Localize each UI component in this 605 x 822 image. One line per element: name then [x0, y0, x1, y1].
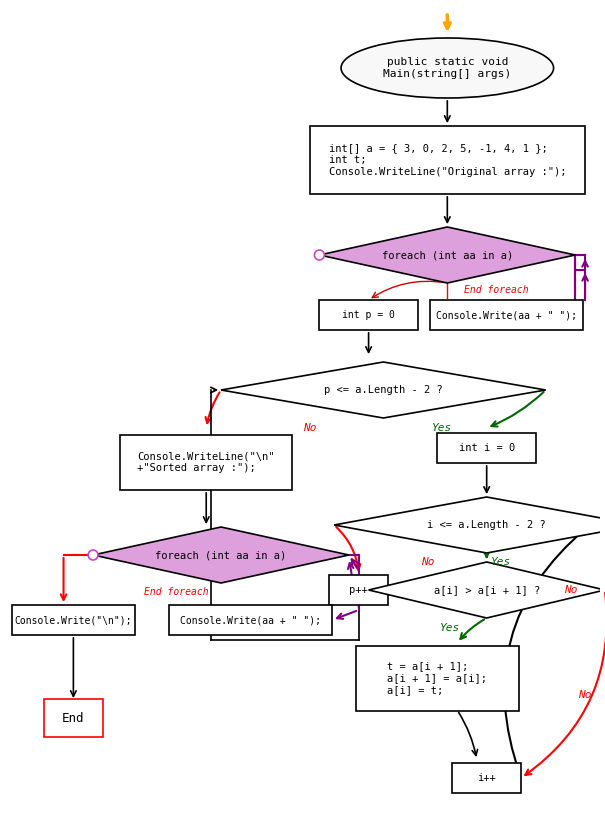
Text: No: No — [421, 557, 434, 567]
FancyBboxPatch shape — [310, 126, 585, 194]
Text: Yes: Yes — [491, 557, 512, 567]
FancyBboxPatch shape — [319, 300, 418, 330]
Text: Console.Write("\n");: Console.Write("\n"); — [15, 615, 132, 625]
FancyBboxPatch shape — [12, 605, 135, 635]
Polygon shape — [368, 562, 605, 618]
Text: p <= a.Length - 2 ?: p <= a.Length - 2 ? — [324, 385, 443, 395]
FancyBboxPatch shape — [44, 699, 103, 737]
FancyBboxPatch shape — [169, 605, 332, 635]
Text: p++: p++ — [349, 585, 368, 595]
Text: Console.Write(aa + " ");: Console.Write(aa + " "); — [436, 310, 577, 320]
Polygon shape — [334, 497, 605, 553]
Text: int i = 0: int i = 0 — [459, 443, 515, 453]
FancyBboxPatch shape — [437, 433, 536, 463]
FancyBboxPatch shape — [430, 300, 583, 330]
Text: Console.Write(aa + " ");: Console.Write(aa + " "); — [180, 615, 321, 625]
Text: a[i] > a[i + 1] ?: a[i] > a[i + 1] ? — [434, 585, 540, 595]
Text: End: End — [62, 712, 85, 724]
Text: Yes: Yes — [440, 623, 460, 633]
Text: t = a[i + 1];
a[i + 1] = a[i];
a[i] = t;: t = a[i + 1]; a[i + 1] = a[i]; a[i] = t; — [387, 662, 488, 695]
FancyBboxPatch shape — [356, 645, 518, 710]
Text: No: No — [578, 690, 592, 700]
Text: public static void
Main(string[] args): public static void Main(string[] args) — [383, 58, 511, 79]
Text: foreach (int aa in a): foreach (int aa in a) — [155, 550, 287, 560]
Text: Console.WriteLine("\n"
+"Sorted array :");: Console.WriteLine("\n" +"Sorted array :"… — [137, 451, 275, 473]
Text: No: No — [302, 423, 316, 433]
Text: foreach (int aa in a): foreach (int aa in a) — [382, 250, 513, 260]
Polygon shape — [221, 362, 546, 418]
Polygon shape — [93, 527, 349, 583]
Circle shape — [315, 250, 324, 260]
Text: Yes: Yes — [432, 423, 453, 433]
Text: End foreach: End foreach — [145, 587, 209, 597]
Text: End foreach: End foreach — [464, 285, 529, 295]
Ellipse shape — [341, 38, 554, 98]
FancyBboxPatch shape — [120, 435, 292, 489]
Text: int[] a = { 3, 0, 2, 5, -1, 4, 1 };
int t;
Console.WriteLine("Original array :"): int[] a = { 3, 0, 2, 5, -1, 4, 1 }; int … — [329, 143, 566, 177]
Text: No: No — [564, 585, 577, 595]
Text: i++: i++ — [477, 773, 496, 783]
Text: i <= a.Length - 2 ?: i <= a.Length - 2 ? — [427, 520, 546, 530]
Text: int p = 0: int p = 0 — [342, 310, 395, 320]
FancyBboxPatch shape — [452, 763, 521, 793]
FancyBboxPatch shape — [329, 575, 388, 605]
Polygon shape — [319, 227, 575, 283]
Circle shape — [88, 550, 98, 560]
